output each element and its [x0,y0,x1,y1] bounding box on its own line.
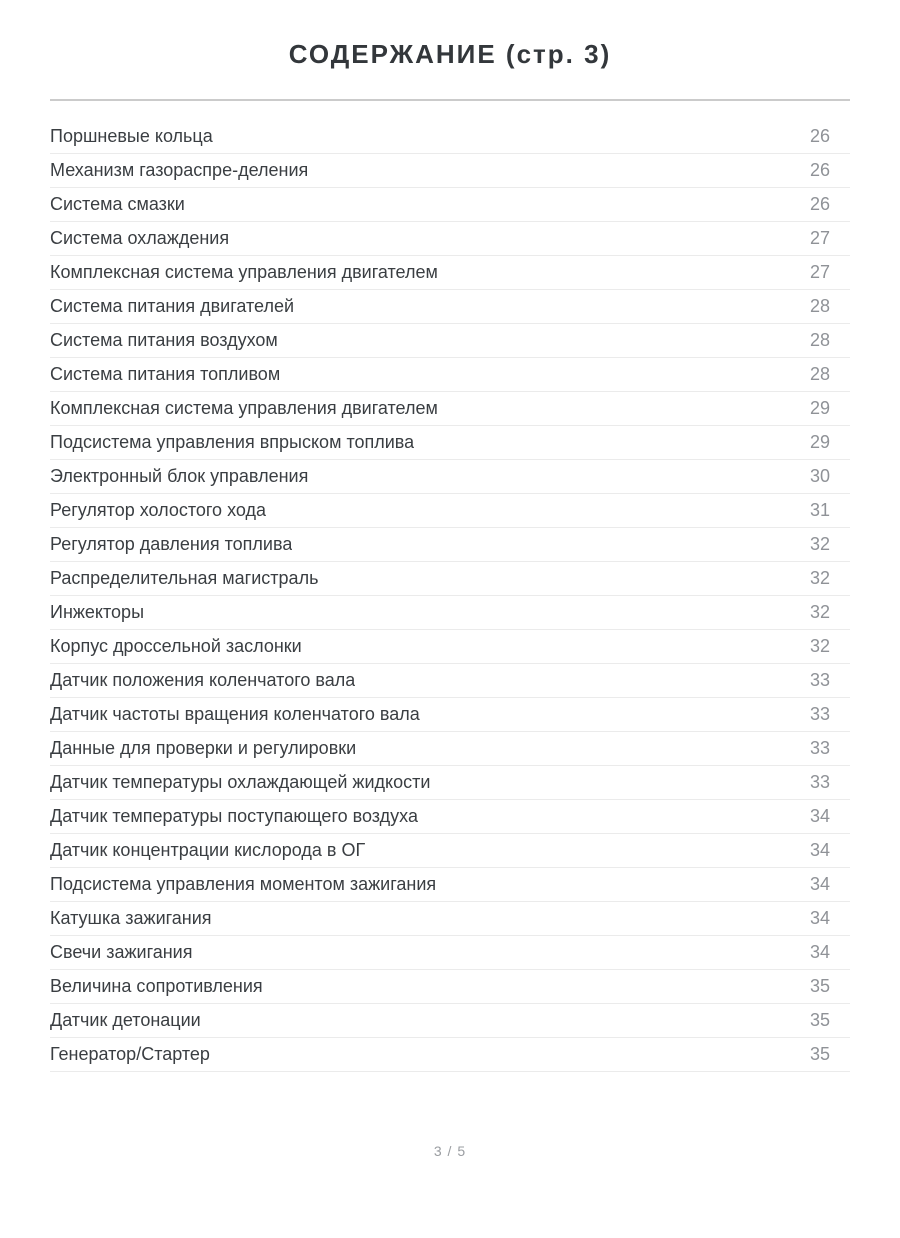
toc-entry-label: Датчик температуры поступающего воздуха [50,806,418,826]
toc-entry-page-number: 34 [809,840,830,860]
toc-entry-row[interactable]: Величина сопротивления 35 [50,970,850,1004]
toc-entry-row[interactable]: Инжекторы 32 [50,596,850,630]
toc-entry-row[interactable]: Система смазки 26 [50,188,850,222]
toc-entry-label: Регулятор холостого хода [50,500,266,520]
toc-entry-row[interactable]: Распределительная магистраль 32 [50,562,850,596]
toc-entry-row[interactable]: Поршневые кольца 26 [50,120,850,154]
toc-entry-page-number: 33 [809,738,830,758]
toc-entry-page-number: 33 [809,670,830,690]
toc-entry-label: Данные для проверки и регулировки [50,738,357,758]
toc-entry-label: Механизм газораспре-деления [50,160,309,180]
toc-entry-label: Система питания топливом [50,364,281,384]
toc-entry-label: Корпус дроссельной заслонки [50,636,302,656]
toc-entry-label: Датчик частоты вращения коленчатого вала [50,704,420,724]
toc-entry-row[interactable]: Регулятор давления топлива 32 [50,528,850,562]
toc-entry-label: Поршневые кольца [50,126,213,146]
toc-entry-label: Электронный блок управления [50,466,309,486]
toc-entry-page-number: 34 [809,942,830,962]
toc-entry-label: Датчик положения коленчатого вала [50,670,356,690]
toc-entry-page-number: 29 [809,432,830,452]
toc-entry-row[interactable]: Механизм газораспре-деления 26 [50,154,850,188]
toc-entry-row[interactable]: Датчик положения коленчатого вала 33 [50,664,850,698]
toc-entry-page-number: 32 [809,568,830,588]
toc-entry-label: Подсистема управления моментом зажигания [50,874,437,894]
toc-entry-label: Система питания двигателей [50,296,295,316]
toc-entry-page-number: 35 [809,976,830,996]
toc-entry-label: Инжекторы [50,602,145,622]
toc-entry-row[interactable]: Свечи зажигания 34 [50,936,850,970]
toc-entry-label: Регулятор давления топлива [50,534,293,554]
toc-entry-row[interactable]: Система питания воздухом 28 [50,324,850,358]
toc-entry-page-number: 32 [809,534,830,554]
toc-entry-row[interactable]: Датчик температуры охлаждающей жидкости … [50,766,850,800]
toc-entry-label: Комплексная система управления двигателе… [50,398,438,418]
toc-entry-page-number: 30 [809,466,830,486]
toc-list: Поршневые кольца 26 Механизм газораспре-… [50,120,850,1072]
toc-entry-page-number: 27 [809,228,830,248]
page-title: СОДЕРЖАНИЕ (стр. 3) [288,39,612,69]
toc-entry-page-number: 34 [809,874,830,894]
toc-entry-page-number: 35 [809,1010,830,1030]
toc-entry-row[interactable]: Подсистема управления моментом зажигания… [50,868,850,902]
toc-entry-row[interactable]: Данные для проверки и регулировки 33 [50,732,850,766]
toc-entry-row[interactable]: Катушка зажигания 34 [50,902,850,936]
toc-entry-page-number: 26 [809,160,830,180]
header-divider [50,99,850,101]
page-indicator: 3 / 5 [433,1143,467,1159]
toc-entry-row[interactable]: Комплексная система управления двигателе… [50,392,850,426]
toc-entry-page-number: 28 [809,330,830,350]
toc-entry-row[interactable]: Система питания двигателей 28 [50,290,850,324]
toc-entry-row[interactable]: Электронный блок управления 30 [50,460,850,494]
toc-entry-page-number: 27 [809,262,830,282]
toc-entry-label: Система смазки [50,194,185,214]
toc-entry-label: Датчик детонации [50,1010,201,1030]
toc-entry-label: Датчик температуры охлаждающей жидкости [50,772,431,792]
toc-entry-label: Величина сопротивления [50,976,263,996]
toc-entry-row[interactable]: Комплексная система управления двигателе… [50,256,850,290]
toc-entry-row[interactable]: Генератор/Стартер 35 [50,1038,850,1072]
toc-entry-row[interactable]: Датчик температуры поступающего воздуха … [50,800,850,834]
toc-entry-page-number: 34 [809,908,830,928]
toc-entry-label: Катушка зажигания [50,908,212,928]
toc-entry-page-number: 31 [809,500,830,520]
toc-entry-label: Система охлаждения [50,228,230,248]
toc-entry-row[interactable]: Система питания топливом 28 [50,358,850,392]
toc-entry-page-number: 34 [809,806,830,826]
toc-entry-label: Генератор/Стартер [50,1044,210,1064]
toc-entry-label: Подсистема управления впрыском топлива [50,432,415,452]
toc-entry-page-number: 26 [809,126,830,146]
toc-entry-row[interactable]: Датчик детонации 35 [50,1004,850,1038]
toc-entry-label: Датчик концентрации кислорода в ОГ [50,840,366,860]
toc-entry-page-number: 32 [809,602,830,622]
toc-entry-page-number: 29 [809,398,830,418]
toc-entry-label: Комплексная система управления двигателе… [50,262,438,282]
toc-entry-label: Распределительная магистраль [50,568,319,588]
toc-page: СОДЕРЖАНИЕ (стр. 3) Поршневые кольца 26 … [0,38,900,1238]
toc-entry-row[interactable]: Система охлаждения 27 [50,222,850,256]
toc-entry-label: Свечи зажигания [50,942,193,962]
toc-entry-page-number: 28 [809,364,830,384]
toc-entry-row[interactable]: Подсистема управления впрыском топлива 2… [50,426,850,460]
toc-entry-row[interactable]: Корпус дроссельной заслонки 32 [50,630,850,664]
toc-entry-page-number: 32 [809,636,830,656]
toc-entry-page-number: 33 [809,772,830,792]
toc-entry-page-number: 35 [809,1044,830,1064]
toc-entry-row[interactable]: Датчик концентрации кислорода в ОГ 34 [50,834,850,868]
toc-entry-row[interactable]: Датчик частоты вращения коленчатого вала… [50,698,850,732]
toc-entry-page-number: 33 [809,704,830,724]
toc-entry-page-number: 28 [809,296,830,316]
toc-entry-row[interactable]: Регулятор холостого хода 31 [50,494,850,528]
toc-entry-label: Система питания воздухом [50,330,278,350]
toc-entry-page-number: 26 [809,194,830,214]
